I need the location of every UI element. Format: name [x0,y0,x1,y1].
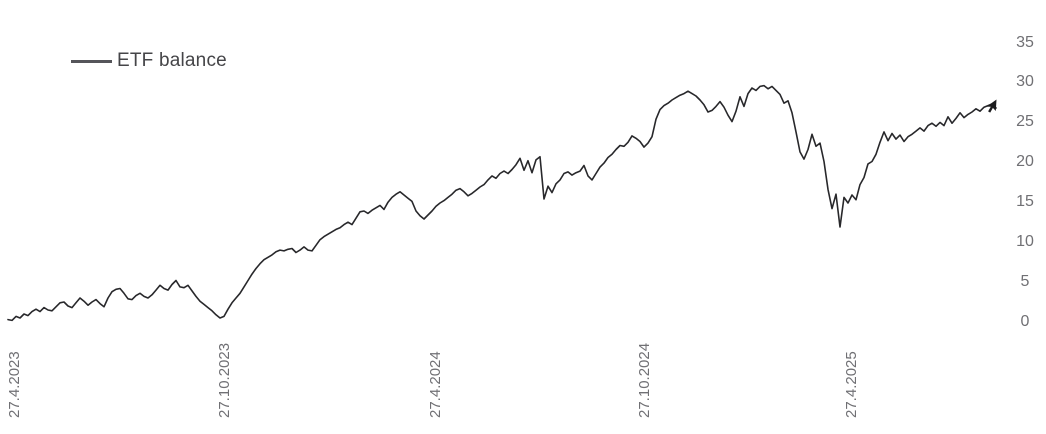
x-axis-label: 27.4.2024 [427,351,444,418]
legend[interactable]: ETF balance [71,50,227,72]
legend-line-swatch [71,59,112,63]
y-axis-label: 35 [1016,34,1034,51]
x-axis-label: 27.4.2023 [6,351,23,418]
y-axis-label: 5 [1020,273,1030,290]
y-axis-label: 0 [1020,313,1030,330]
mouse-cursor-icon [986,99,997,113]
legend-label: ETF balance [117,50,227,71]
x-axis-label: 27.10.2024 [636,342,653,418]
x-axis-label: 27.10.2023 [216,342,233,418]
y-axis-label: 20 [1016,153,1034,170]
y-axis-label: 15 [1016,193,1034,210]
y-axis-label: 30 [1016,73,1034,90]
y-axis-label: 10 [1016,233,1034,250]
x-axis-label: 27.4.2025 [843,351,860,418]
etf-balance-line [7,84,997,322]
y-axis-label: 25 [1016,113,1034,130]
